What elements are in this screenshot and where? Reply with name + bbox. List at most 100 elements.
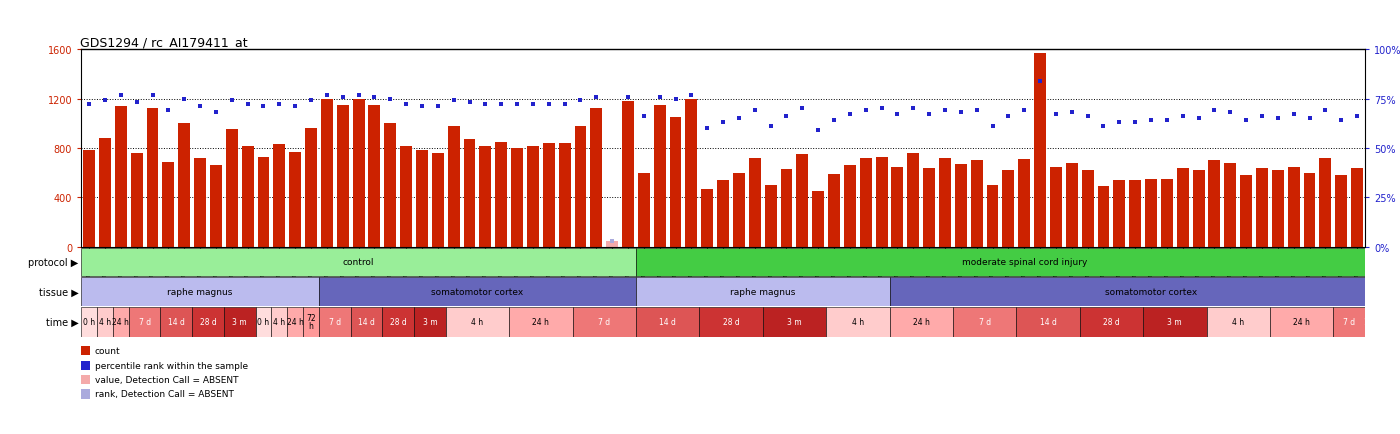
Text: 4 h: 4 h [99, 318, 111, 326]
Text: 4 h: 4 h [1232, 318, 1245, 326]
Bar [1079, 307, 1144, 337]
Text: 28 d: 28 d [722, 318, 739, 326]
Bar [161, 307, 192, 337]
Bar [353, 99, 364, 247]
Bar [337, 105, 349, 247]
Text: control: control [343, 258, 374, 266]
Text: 24 h: 24 h [287, 318, 304, 326]
Bar [1271, 171, 1284, 247]
Text: 14 d: 14 d [358, 318, 375, 326]
Text: 7 d: 7 d [979, 318, 991, 326]
Bar [686, 99, 697, 247]
Bar [510, 307, 573, 337]
Text: 24 h: 24 h [913, 318, 930, 326]
Bar [1256, 168, 1268, 247]
Bar [1113, 181, 1126, 247]
Bar [669, 118, 682, 247]
Bar [416, 151, 428, 247]
Bar [113, 307, 129, 337]
Bar [797, 155, 808, 247]
Bar [1303, 173, 1316, 247]
Bar [1098, 187, 1109, 247]
Bar [368, 105, 381, 247]
Bar [350, 307, 382, 337]
Bar [574, 126, 587, 247]
Bar [953, 307, 1016, 337]
Bar [224, 307, 256, 337]
Bar [1240, 176, 1252, 247]
Bar [290, 152, 301, 247]
Bar [81, 277, 319, 306]
Bar [654, 105, 665, 247]
Bar [1208, 161, 1221, 247]
Text: GDS1294 / rc_AI179411_at: GDS1294 / rc_AI179411_at [80, 36, 248, 49]
Text: tissue ▶: tissue ▶ [39, 287, 78, 296]
Text: percentile rank within the sample: percentile rank within the sample [95, 361, 248, 370]
Bar [1193, 171, 1204, 247]
Bar [1365, 307, 1380, 337]
Bar [734, 173, 745, 247]
Bar [445, 307, 510, 337]
Bar [860, 158, 872, 247]
Bar [319, 277, 636, 306]
Text: raphe magnus: raphe magnus [729, 287, 795, 296]
Text: time ▶: time ▶ [46, 317, 78, 327]
Bar [1319, 158, 1331, 247]
Bar [1397, 307, 1400, 337]
Bar [302, 307, 319, 337]
Bar [591, 109, 602, 247]
Bar [287, 307, 302, 337]
Bar [385, 124, 396, 247]
Bar [258, 157, 269, 247]
Text: 3 m: 3 m [423, 318, 437, 326]
Text: 7 d: 7 d [598, 318, 610, 326]
Bar [1065, 164, 1078, 247]
Bar [955, 164, 967, 247]
Bar [496, 142, 507, 247]
Bar [130, 154, 143, 247]
Text: protocol ▶: protocol ▶ [28, 257, 78, 267]
Bar [242, 146, 253, 247]
Bar [1380, 307, 1397, 337]
Text: 0 h: 0 h [83, 318, 95, 326]
Bar [1225, 164, 1236, 247]
Text: 72
h: 72 h [307, 313, 316, 331]
Bar [844, 166, 855, 247]
Bar [81, 375, 90, 385]
Text: rank, Detection Call = ABSENT: rank, Detection Call = ABSENT [95, 390, 234, 398]
Bar [1016, 307, 1079, 337]
Text: 28 d: 28 d [389, 318, 406, 326]
Bar [812, 192, 825, 247]
Bar [1002, 171, 1015, 247]
Bar [210, 166, 221, 247]
Text: 14 d: 14 d [1040, 318, 1057, 326]
Bar [970, 161, 983, 247]
Bar [225, 130, 238, 247]
Text: 24 h: 24 h [1294, 318, 1310, 326]
Bar [1035, 54, 1046, 247]
Bar [97, 307, 113, 337]
Bar [559, 144, 571, 247]
Text: raphe magnus: raphe magnus [168, 287, 232, 296]
Text: 14 d: 14 d [168, 318, 185, 326]
Bar [717, 181, 729, 247]
Bar [606, 241, 617, 247]
Text: 3 m: 3 m [1397, 318, 1400, 326]
Text: 3 m: 3 m [232, 318, 246, 326]
Text: count: count [95, 347, 120, 355]
Text: somatomotor cortex: somatomotor cortex [1105, 287, 1197, 296]
Bar [1207, 307, 1270, 337]
Bar [939, 158, 951, 247]
Bar [1177, 168, 1189, 247]
Bar [162, 162, 175, 247]
Bar [99, 139, 111, 247]
Bar [1018, 160, 1030, 247]
Bar [1336, 176, 1347, 247]
Bar [526, 146, 539, 247]
Bar [448, 126, 459, 247]
Bar [923, 168, 935, 247]
Bar [1082, 171, 1093, 247]
Text: 3 m: 3 m [1168, 318, 1182, 326]
Bar [987, 186, 998, 247]
Bar [414, 307, 445, 337]
